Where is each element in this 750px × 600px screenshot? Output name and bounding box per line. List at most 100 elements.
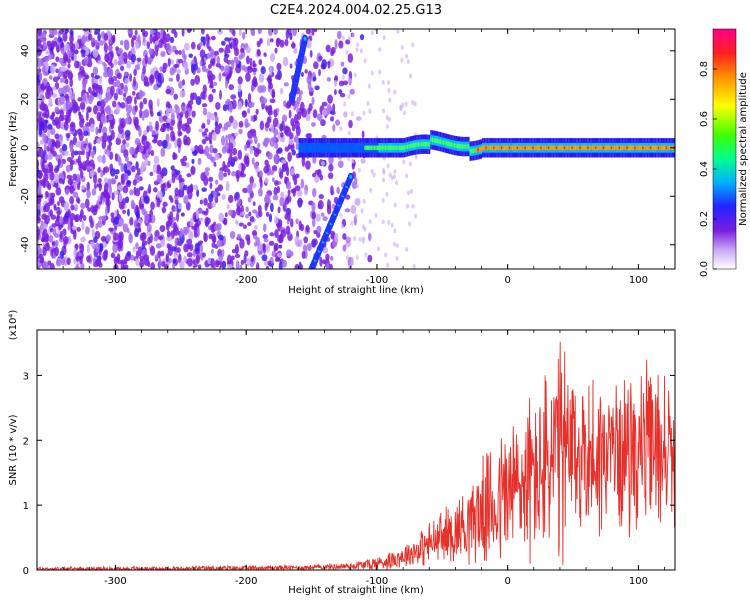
spectrogram-noise-cell: [211, 132, 217, 141]
spectrogram-noise-cell: [181, 161, 187, 167]
spectrogram-noise-cell: [228, 194, 234, 204]
spectrogram-noise-cell: [53, 167, 59, 174]
spectrogram-noise-cell: [173, 222, 178, 233]
spectrogram-noise-cell: [320, 119, 326, 127]
spectrogram-noise-cell: [80, 236, 86, 243]
spectrogram-noise-cell: [245, 206, 249, 213]
spectrogram-noise-cell: [71, 225, 77, 231]
spectrogram-noise-cell: [126, 60, 132, 69]
carrier-band-core: [623, 145, 625, 150]
spectrogram-noise-cell: [237, 149, 243, 160]
spectrogram-noise-cell: [58, 115, 64, 122]
snr-ytick-label: 1: [23, 501, 29, 512]
spectrogram-noise-cell: [395, 243, 399, 249]
spectrogram-noise-cell: [209, 182, 213, 189]
spectrogram-noise-cell: [341, 35, 345, 41]
carrier-band-core: [434, 138, 437, 143]
spectrogram-noise-cell: [188, 230, 194, 241]
spectrogram-noise-cell: [186, 252, 193, 258]
spectrogram-noise-cell: [363, 226, 367, 232]
spectrogram-noise-cell: [311, 201, 316, 212]
spectrogram-noise-cell: [348, 35, 352, 41]
carrier-band-core: [565, 145, 567, 150]
spectrogram-noise-cell: [83, 130, 89, 137]
spectrogram-noise-cell: [239, 264, 243, 269]
spectrogram-noise-cell: [313, 61, 319, 70]
spectrogram-noise-cell: [247, 196, 252, 203]
carrier-band-core: [668, 145, 671, 150]
spectrogram-noise-cell: [370, 70, 374, 76]
spectrogram-noise-cell: [405, 53, 409, 59]
carrier-band-peak: [626, 146, 629, 150]
spectrogram-noise-cell: [93, 174, 98, 184]
spectrogram-noise-cell: [350, 256, 354, 266]
spectrogram-noise-cell: [41, 213, 48, 220]
spectrogram-noise-cell: [142, 65, 146, 75]
spectrogram-noise-cell: [120, 65, 125, 72]
spectrogram-noise-cell: [269, 232, 275, 237]
spectrogram-noise-cell: [91, 82, 98, 89]
carrier-band-core: [585, 145, 588, 150]
spectrogram-noise-cell: [73, 258, 77, 265]
spectrogram-noise-cell: [132, 246, 136, 253]
spectrogram-noise-cell: [111, 192, 115, 201]
carrier-band-peak: [508, 146, 511, 150]
carrier-band-core: [384, 145, 387, 150]
spectrogram-noise-cell: [287, 189, 291, 197]
spectrogram-ytick-label: 40: [20, 44, 31, 57]
spectrogram-noise-cell: [281, 120, 285, 131]
spectrogram-noise-cell: [94, 30, 98, 36]
spectrogram-noise-cell: [235, 206, 241, 216]
spectrogram-noise-cell: [129, 146, 136, 155]
spectrogram-noise-cell: [262, 233, 269, 240]
spectrogram-noise-cell: [176, 211, 180, 222]
spectrogram-noise-cell: [177, 129, 182, 137]
spectrogram-noise-cell: [384, 252, 388, 258]
spectrogram-noise-cell: [56, 44, 60, 53]
spectrogram-noise-cell: [37, 233, 40, 241]
spectrogram-noise-cell: [118, 239, 123, 249]
spectrogram-noise-cell: [72, 173, 78, 181]
spectrogram-noise-cell: [134, 116, 139, 127]
carrier-band-peak: [634, 146, 637, 150]
spectrogram-noise-cell: [115, 137, 122, 146]
spectrogram-noise-cell: [97, 167, 101, 174]
carrier-band-core: [601, 145, 603, 150]
carrier-band-core: [599, 145, 602, 150]
spectrogram-noise-cell: [57, 36, 63, 43]
carrier-band-mid: [320, 142, 323, 153]
spectrogram-noise-cell: [242, 187, 249, 194]
spectrogram-noise-cell: [125, 142, 130, 148]
spectrogram-noise-cell: [316, 225, 322, 234]
spectrogram-noise-cell: [232, 119, 238, 130]
spectrogram-noise-cell: [134, 137, 141, 146]
spectrogram-noise-cell: [144, 152, 150, 158]
spectrogram-noise-cell: [245, 156, 250, 168]
spectrogram-noise-cell: [124, 129, 131, 137]
spectrogram-noise-cell: [263, 165, 270, 174]
spectrogram-noise-cell: [407, 190, 411, 196]
carrier-band-peak: [571, 146, 574, 150]
spectrogram-noise-cell: [204, 145, 210, 156]
spectrogram-noise-cell: [382, 177, 386, 183]
spectrogram-noise-cell: [105, 234, 111, 242]
spectrogram-noise-cell: [285, 166, 290, 177]
spectrogram-noise-cell: [266, 77, 272, 82]
spectrogram-noise-cell: [113, 190, 119, 195]
spectrogram-noise-cell: [56, 214, 60, 222]
spectrogram-noise-cell: [293, 104, 297, 111]
spectrogram-noise-cell: [112, 100, 117, 108]
carrier-band-core: [607, 145, 610, 150]
spectrogram-noise-cell: [119, 40, 124, 46]
spectrogram-noise-cell: [202, 84, 207, 94]
spectrogram-noise-cell: [345, 49, 349, 55]
spectrogram-noise-cell: [117, 60, 123, 66]
spectrogram-noise-cell: [130, 54, 137, 63]
spectrogram-noise-cell: [120, 149, 124, 154]
spectrogram-noise-cell: [228, 102, 233, 113]
spectrogram-noise-cell: [385, 123, 389, 129]
spectrogram-noise-cell: [228, 156, 233, 165]
spectrogram-noise-cell: [267, 260, 272, 266]
spectrogram-noise-cell: [393, 169, 397, 175]
spectrogram-xtick-label: 100: [629, 275, 648, 286]
